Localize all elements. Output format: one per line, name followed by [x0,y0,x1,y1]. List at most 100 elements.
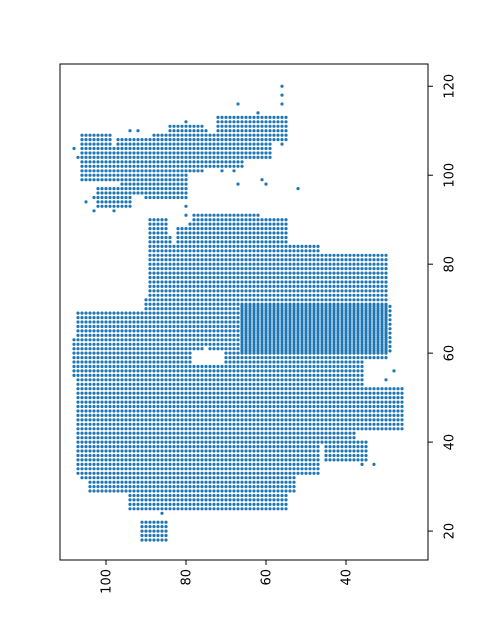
scatter-point [240,418,244,422]
scatter-point [280,369,284,373]
scatter-point [332,342,336,346]
scatter-point [76,342,80,346]
scatter-point [328,309,332,313]
scatter-point [200,369,204,373]
scatter-point [324,258,328,262]
scatter-point [252,280,256,284]
scatter-point [204,218,208,222]
scatter-point [380,302,384,306]
scatter-point [208,267,212,271]
scatter-point [280,427,284,431]
scatter-point [152,311,156,315]
scatter-point [248,409,252,413]
scatter-point [292,467,296,471]
scatter-point [332,302,336,306]
scatter-point [252,213,256,217]
scatter-point [164,525,168,529]
scatter-point [296,293,300,297]
scatter-point [352,382,356,386]
scatter-point [320,313,324,317]
scatter-point [308,382,312,386]
scatter-point [84,347,88,351]
scatter-point [248,462,252,466]
scatter-point [360,267,364,271]
scatter-point [384,258,388,262]
scatter-point [304,364,308,369]
scatter-point [156,493,160,498]
scatter-point [332,422,336,426]
scatter-point [320,382,324,386]
scatter-point [104,449,108,453]
scatter-point [236,391,240,395]
scatter-point [252,347,256,351]
scatter-point [256,333,260,337]
scatter-point [216,271,220,275]
scatter-point [136,471,140,475]
scatter-point [320,311,324,315]
scatter-point [116,320,120,324]
scatter-point [320,413,324,417]
scatter-point [244,316,248,320]
scatter-point [236,342,240,346]
scatter-point [232,467,236,471]
scatter-point [120,191,124,195]
scatter-point [392,404,396,409]
scatter-point [212,467,216,471]
scatter-point [308,313,312,317]
scatter-point [260,218,264,222]
scatter-point [196,267,200,271]
scatter-point [224,316,228,320]
scatter-point [84,467,88,471]
scatter-point [136,489,140,493]
scatter-point [328,340,332,344]
scatter-point [240,304,244,308]
scatter-point [180,307,184,311]
scatter-point [252,293,256,297]
scatter-point [268,449,272,453]
scatter-point [168,493,172,498]
scatter-point [240,360,244,364]
scatter-point [236,502,240,506]
scatter-point [284,324,288,329]
scatter-point [152,476,156,480]
scatter-point [340,293,344,297]
scatter-point [160,391,164,395]
scatter-point [208,436,212,440]
scatter-point [176,364,180,369]
scatter-point [312,373,316,377]
scatter-point [344,329,348,333]
scatter-point [96,422,100,426]
scatter-point [380,307,384,311]
scatter-point [244,258,248,262]
scatter-point [184,338,188,342]
scatter-point [172,391,176,395]
scatter-point [368,304,372,308]
scatter-point [232,378,236,382]
scatter-point [332,400,336,404]
scatter-point [304,404,308,409]
scatter-point [268,311,272,315]
scatter-point [184,195,188,200]
scatter-point [288,336,292,340]
scatter-point [244,344,248,349]
scatter-point [184,187,188,191]
scatter-point [132,187,136,191]
scatter-point [196,449,200,453]
scatter-point [320,331,324,335]
scatter-point [228,391,232,395]
scatter-point [244,293,248,297]
scatter-point [88,427,92,431]
scatter-point [112,480,116,484]
scatter-point [76,373,80,377]
scatter-point [288,445,292,449]
scatter-point [292,373,296,377]
scatter-point [284,327,288,331]
scatter-point [348,275,352,280]
scatter-point [96,360,100,364]
scatter-point [160,182,164,186]
scatter-point [384,262,388,266]
scatter-point [228,431,232,435]
scatter-point [200,311,204,315]
scatter-point [144,427,148,431]
scatter-point [124,333,128,337]
